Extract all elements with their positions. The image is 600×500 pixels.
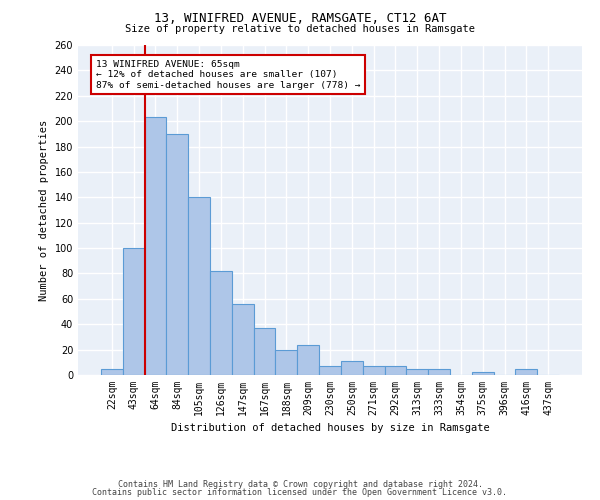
Bar xyxy=(145,118,166,375)
Bar xyxy=(341,361,363,375)
Text: 13, WINIFRED AVENUE, RAMSGATE, CT12 6AT: 13, WINIFRED AVENUE, RAMSGATE, CT12 6AT xyxy=(154,12,446,26)
Bar xyxy=(101,368,123,375)
Text: Size of property relative to detached houses in Ramsgate: Size of property relative to detached ho… xyxy=(125,24,475,34)
Bar xyxy=(406,368,428,375)
Y-axis label: Number of detached properties: Number of detached properties xyxy=(39,120,49,300)
Text: Contains public sector information licensed under the Open Government Licence v3: Contains public sector information licen… xyxy=(92,488,508,497)
Bar xyxy=(254,328,275,375)
Bar xyxy=(297,344,319,375)
Bar xyxy=(515,368,537,375)
Bar xyxy=(123,248,145,375)
Bar xyxy=(428,368,450,375)
Bar xyxy=(319,366,341,375)
Bar xyxy=(188,198,210,375)
X-axis label: Distribution of detached houses by size in Ramsgate: Distribution of detached houses by size … xyxy=(170,424,490,434)
Bar xyxy=(232,304,254,375)
Bar xyxy=(363,366,385,375)
Text: 13 WINIFRED AVENUE: 65sqm
← 12% of detached houses are smaller (107)
87% of semi: 13 WINIFRED AVENUE: 65sqm ← 12% of detac… xyxy=(95,60,360,90)
Text: Contains HM Land Registry data © Crown copyright and database right 2024.: Contains HM Land Registry data © Crown c… xyxy=(118,480,482,489)
Bar xyxy=(275,350,297,375)
Bar xyxy=(385,366,406,375)
Bar xyxy=(210,271,232,375)
Bar xyxy=(472,372,494,375)
Bar xyxy=(166,134,188,375)
